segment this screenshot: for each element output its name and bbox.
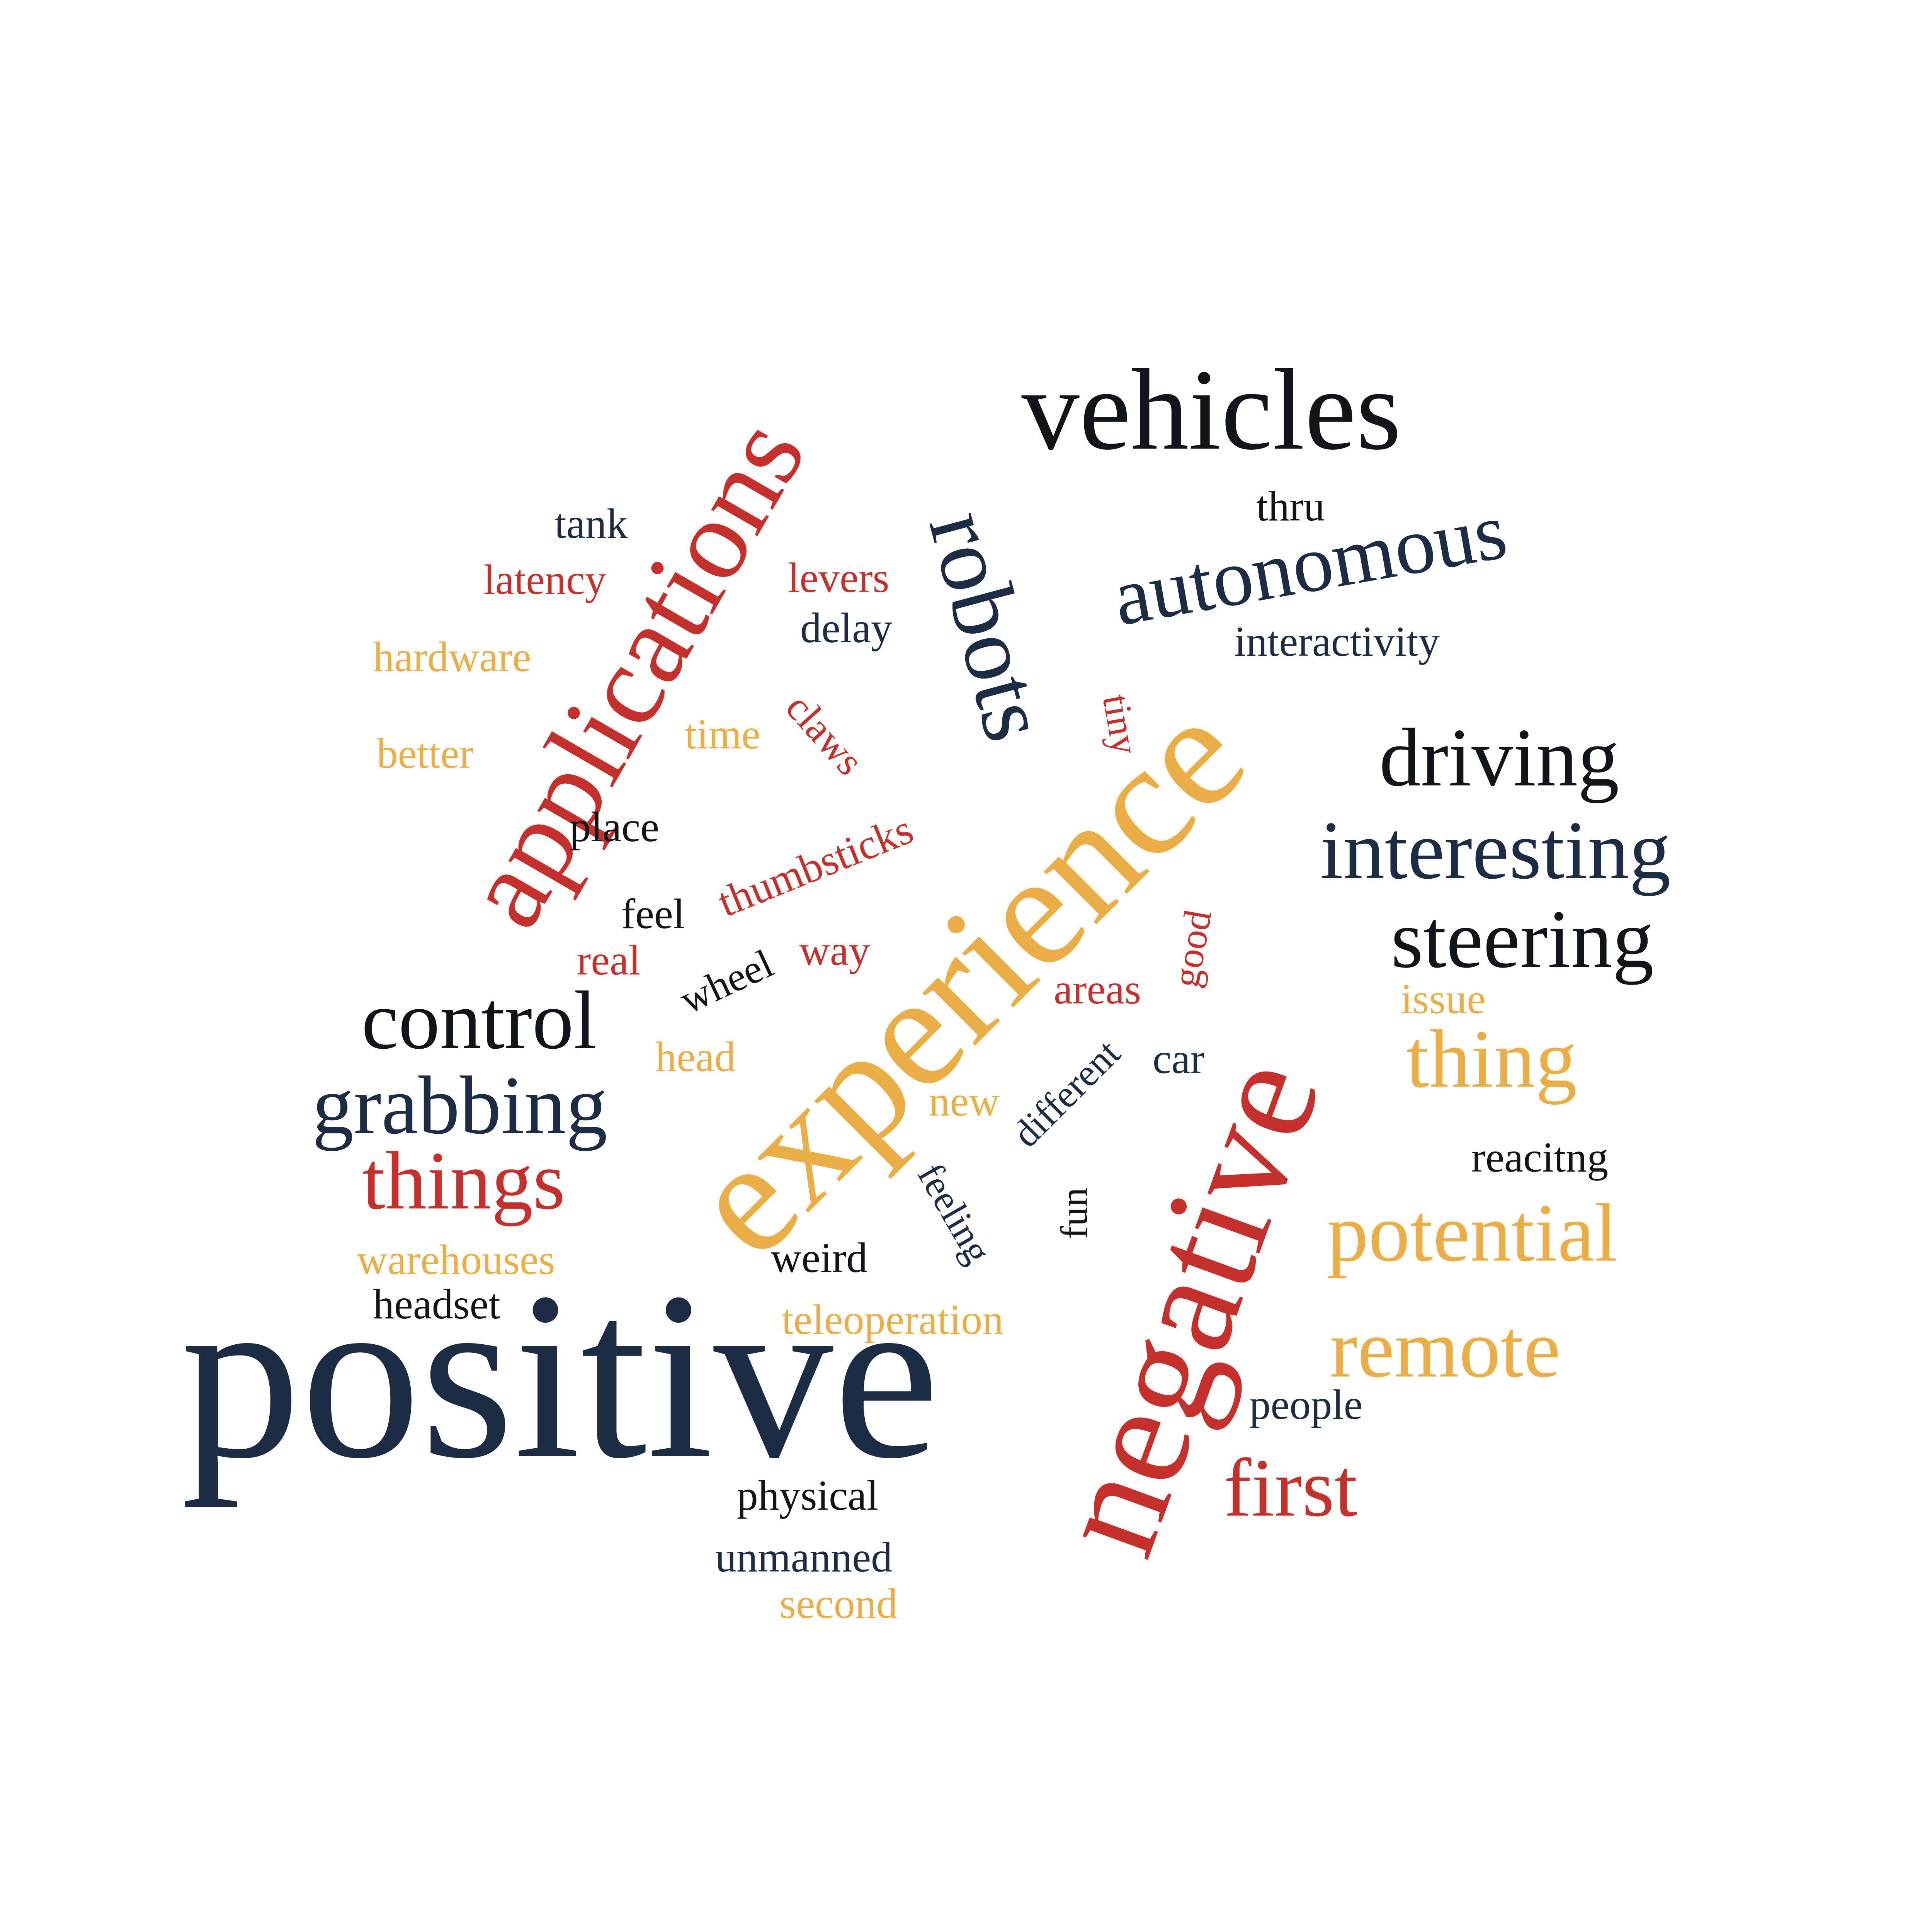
word-unmanned: unmanned [715,1534,893,1581]
word-control: control [361,974,597,1066]
word-way: way [799,927,870,974]
word-reacitng: reacitng [1471,1134,1609,1181]
word-latency: latency [483,556,606,603]
word-car: car [1152,1035,1205,1082]
word-interesting: interesting [1320,804,1671,896]
word-hardware: hardware [373,633,531,680]
word-better: better [376,730,474,777]
word-robots: robots [909,500,1069,752]
word-feel: feel [621,890,685,937]
word-weird: weird [770,1234,868,1281]
word-real: real [577,937,641,984]
word-issue: issue [1401,975,1486,1022]
word-positive: positive [181,1243,940,1508]
word-driving: driving [1379,711,1619,804]
word-claws: claws [777,685,873,784]
word-thru: thru [1256,483,1325,530]
word-vehicles: vehicles [1021,345,1401,474]
word-different: different [1004,1031,1128,1155]
word-grabbing: grabbing [312,1059,608,1151]
word-levers: levers [787,554,889,601]
word-interactivity: interactivity [1234,618,1440,665]
word-warehouses: warehouses [357,1236,555,1283]
word-delay: delay [800,604,893,651]
word-thumbsticks: thumbsticks [711,805,920,926]
word-headset: headset [373,1281,500,1328]
word-fun: fun [1053,1187,1095,1239]
word-head: head [655,1033,736,1080]
word-wheel: wheel [673,940,780,1022]
word-time: time [685,711,760,758]
word-second: second [779,1580,898,1627]
word-first: first [1223,1441,1358,1534]
word-good: good [1164,906,1220,991]
word-new: new [929,1078,1000,1125]
word-thing: thing [1406,1012,1577,1105]
word-areas: areas [1054,966,1141,1013]
word-physical: physical [736,1472,879,1519]
word-tiny: tiny [1094,691,1147,758]
word-tank: tank [554,500,628,547]
word-people: people [1249,1381,1363,1428]
word-remote: remote [1330,1302,1561,1395]
word-teleoperation: teleoperation [781,1296,1004,1343]
word-potential: potential [1327,1186,1618,1279]
word-steering: steering [1391,893,1654,985]
word-things: things [362,1134,565,1227]
word-place: place [569,803,660,850]
